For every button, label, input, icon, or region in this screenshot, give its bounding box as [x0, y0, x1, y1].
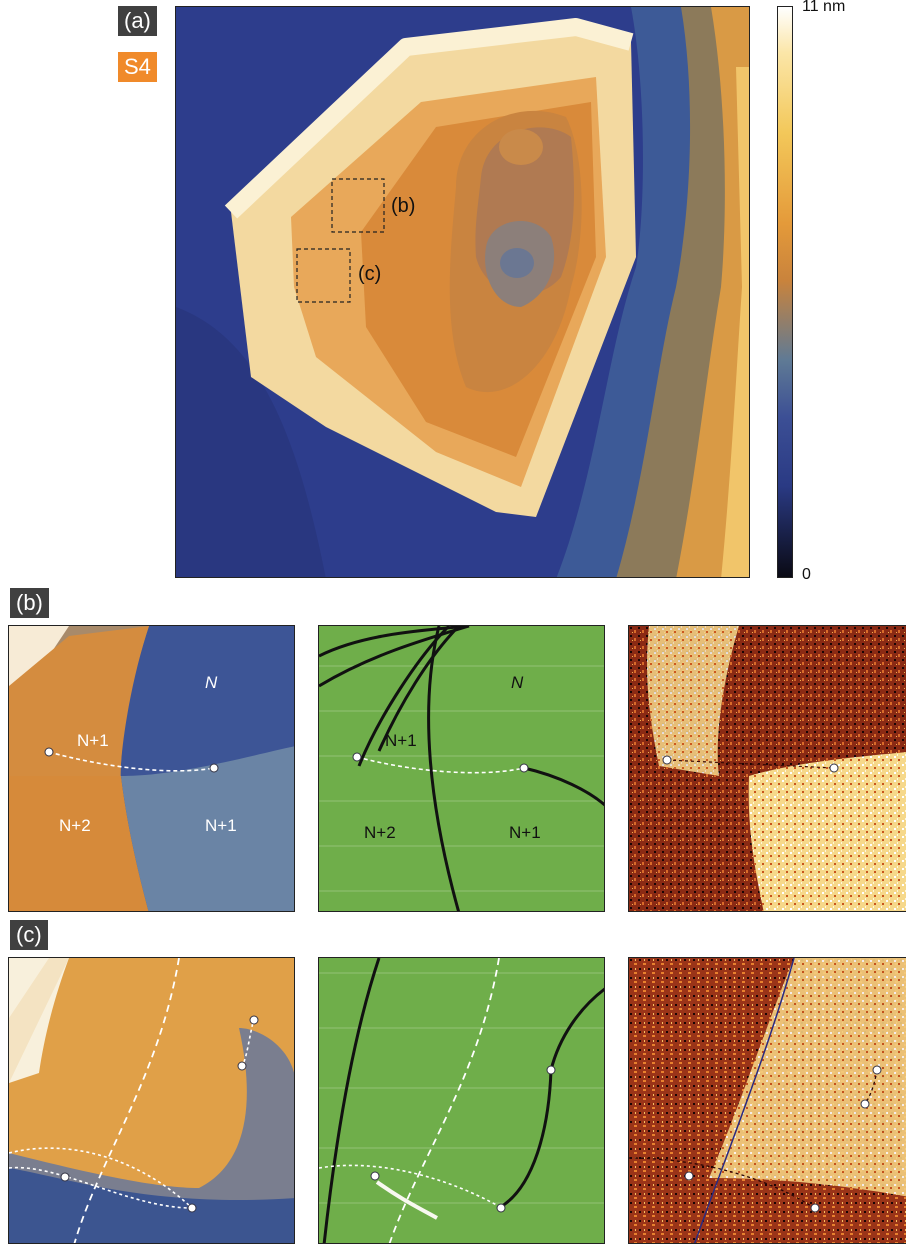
label-n1-top: N+1: [77, 731, 109, 750]
label-n1-bottom: N+1: [205, 816, 237, 835]
afm-overview-image: (b) (c): [175, 6, 750, 578]
panel-c-thermal: [628, 957, 906, 1244]
phase-label-n2: N+2: [364, 823, 396, 842]
phase-label-n1-top: N+1: [385, 731, 417, 750]
label-n2: N+2: [59, 816, 91, 835]
box-b-label: (b): [391, 195, 415, 217]
panel-c-topography: [8, 957, 295, 1244]
panel-c-tag: (c): [10, 920, 48, 950]
sample-tag: S4: [118, 52, 157, 82]
phase-label-n: N: [511, 673, 524, 692]
panel-b-phase: N N+1 N+2 N+1: [318, 625, 605, 912]
panel-a-tag: (a): [118, 6, 157, 36]
label-n: N: [205, 673, 218, 692]
colorbar-max-label: 11 nm: [802, 0, 846, 15]
box-c-label: (c): [358, 263, 381, 285]
colorbar-min-label: 0: [802, 566, 811, 583]
panel-b-topography: N N+1 N+2 N+1: [8, 625, 295, 912]
panel-c-phase: [318, 957, 605, 1244]
panel-b-thermal: [628, 625, 906, 912]
panel-b-tag: (b): [10, 588, 49, 618]
height-colorbar: [777, 6, 793, 578]
phase-label-n1-bottom: N+1: [509, 823, 541, 842]
